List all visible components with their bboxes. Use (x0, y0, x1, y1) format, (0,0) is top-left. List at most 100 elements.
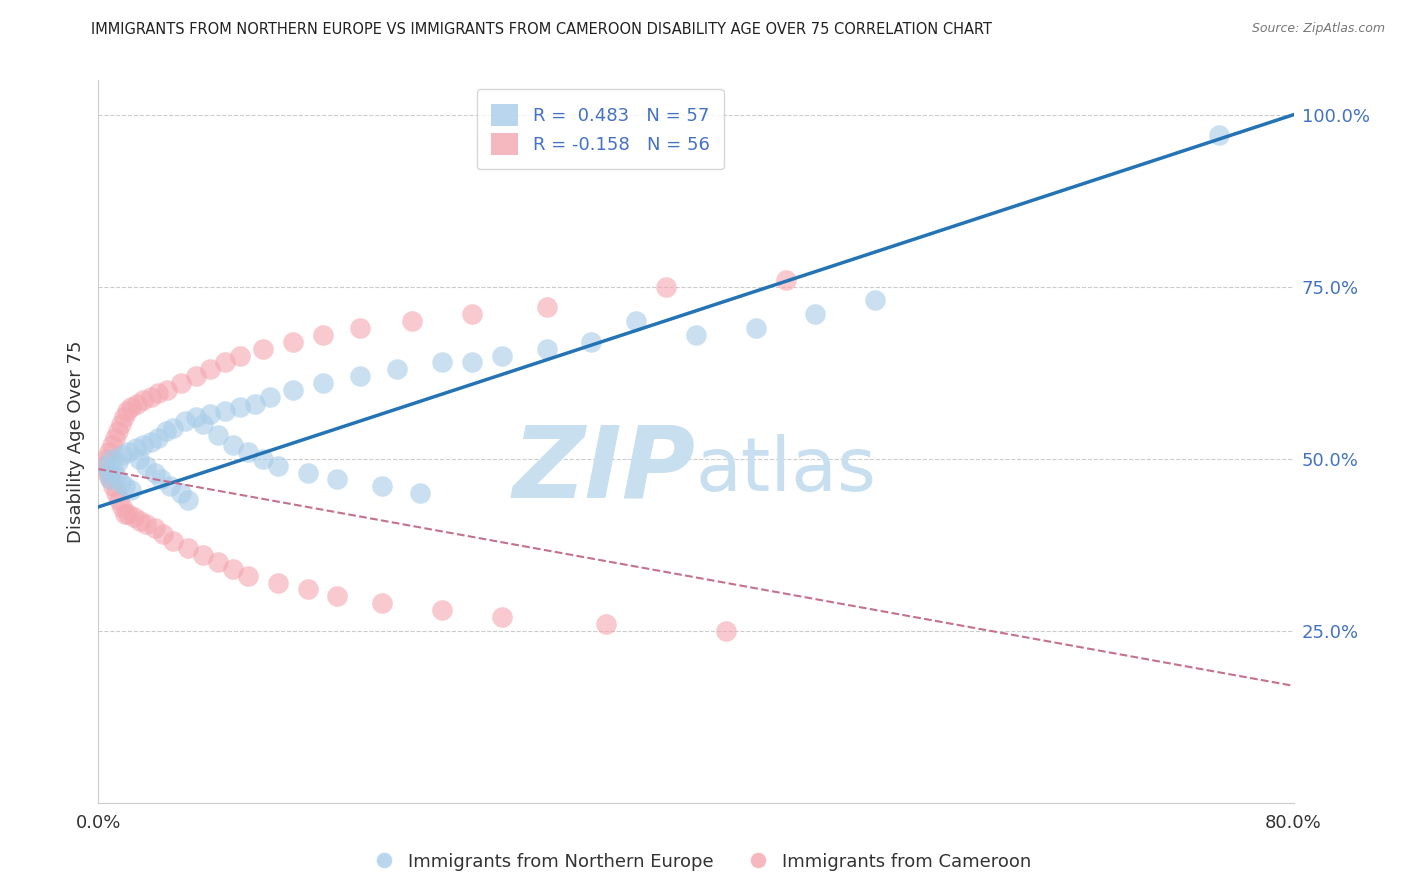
Point (103, 479, 125, 493)
Point (107, 424, 129, 438)
Point (200, 407, 222, 421)
Legend: R =  0.483   N = 57, R = -0.158   N = 56: R = 0.483 N = 57, R = -0.158 N = 56 (477, 89, 724, 169)
Point (371, 596, 394, 610)
Point (259, 390, 281, 404)
Point (745, 321, 768, 335)
Point (128, 451, 150, 466)
Point (229, 349, 252, 363)
Point (110, 475, 132, 490)
Point (536, 342, 558, 356)
Point (97, 445, 120, 459)
Point (125, 442, 148, 456)
Point (143, 520, 166, 534)
Point (595, 616, 617, 631)
Point (91, 458, 114, 473)
Point (491, 349, 513, 363)
Point (132, 438, 155, 452)
Point (222, 562, 245, 576)
Point (326, 472, 349, 486)
Point (97, 466, 120, 480)
Point (112, 410, 135, 425)
Point (101, 438, 124, 452)
Point (98, 472, 122, 486)
Point (714, 624, 737, 638)
Point (191, 417, 214, 432)
Point (96, 466, 118, 480)
Point (252, 342, 274, 356)
Point (349, 369, 371, 384)
Point (111, 448, 134, 462)
Point (150, 472, 173, 486)
Point (385, 362, 409, 376)
Point (104, 431, 127, 445)
Point (281, 334, 304, 349)
Y-axis label: Disability Age Over 75: Disability Age Over 75 (66, 340, 84, 543)
Point (430, 355, 453, 369)
Point (156, 383, 179, 397)
Point (1208, 128, 1230, 143)
Point (117, 507, 139, 521)
Point (105, 469, 128, 483)
Point (101, 451, 124, 466)
Point (229, 400, 252, 414)
Point (252, 451, 274, 466)
Text: Source: ZipAtlas.com: Source: ZipAtlas.com (1251, 22, 1385, 36)
Point (152, 527, 174, 541)
Point (626, 314, 648, 328)
Text: atlas: atlas (696, 434, 877, 507)
Legend: Immigrants from Northern Europe, Immigrants from Cameroon: Immigrants from Northern Europe, Immigra… (368, 846, 1038, 879)
Point (162, 421, 184, 435)
Point (115, 403, 138, 417)
Point (155, 424, 177, 438)
Point (132, 393, 155, 408)
Point (108, 493, 131, 508)
Point (191, 548, 214, 562)
Point (655, 279, 678, 293)
Point (200, 362, 222, 376)
Point (103, 462, 125, 476)
Point (461, 355, 484, 369)
Point (491, 610, 513, 624)
Point (207, 427, 229, 442)
Point (148, 431, 170, 445)
Point (311, 327, 333, 342)
Point (581, 334, 603, 349)
Point (94, 458, 117, 473)
Point (111, 500, 134, 514)
Point (207, 555, 229, 569)
Point (107, 455, 129, 469)
Point (169, 376, 191, 390)
Point (177, 541, 200, 556)
Point (184, 410, 207, 425)
Point (129, 514, 152, 528)
Point (267, 575, 290, 590)
Point (281, 383, 304, 397)
Point (267, 458, 290, 473)
Point (775, 273, 797, 287)
Point (214, 403, 236, 417)
Point (139, 390, 162, 404)
Point (162, 534, 184, 549)
Text: ZIP: ZIP (513, 422, 696, 519)
Point (117, 445, 139, 459)
Point (401, 314, 423, 328)
Point (804, 307, 827, 321)
Point (105, 486, 128, 500)
Point (349, 321, 371, 335)
Point (297, 466, 319, 480)
Text: IMMIGRANTS FROM NORTHERN EUROPE VS IMMIGRANTS FROM CAMEROON DISABILITY AGE OVER : IMMIGRANTS FROM NORTHERN EUROPE VS IMMIG… (91, 22, 993, 37)
Point (297, 582, 319, 597)
Point (184, 369, 207, 384)
Point (94, 451, 117, 466)
Point (159, 479, 181, 493)
Point (865, 293, 887, 308)
Point (236, 445, 259, 459)
Point (461, 307, 484, 321)
Point (174, 414, 197, 428)
Point (114, 479, 136, 493)
Point (214, 355, 236, 369)
Point (135, 458, 157, 473)
Point (120, 483, 142, 497)
Point (139, 434, 162, 449)
Point (124, 510, 146, 524)
